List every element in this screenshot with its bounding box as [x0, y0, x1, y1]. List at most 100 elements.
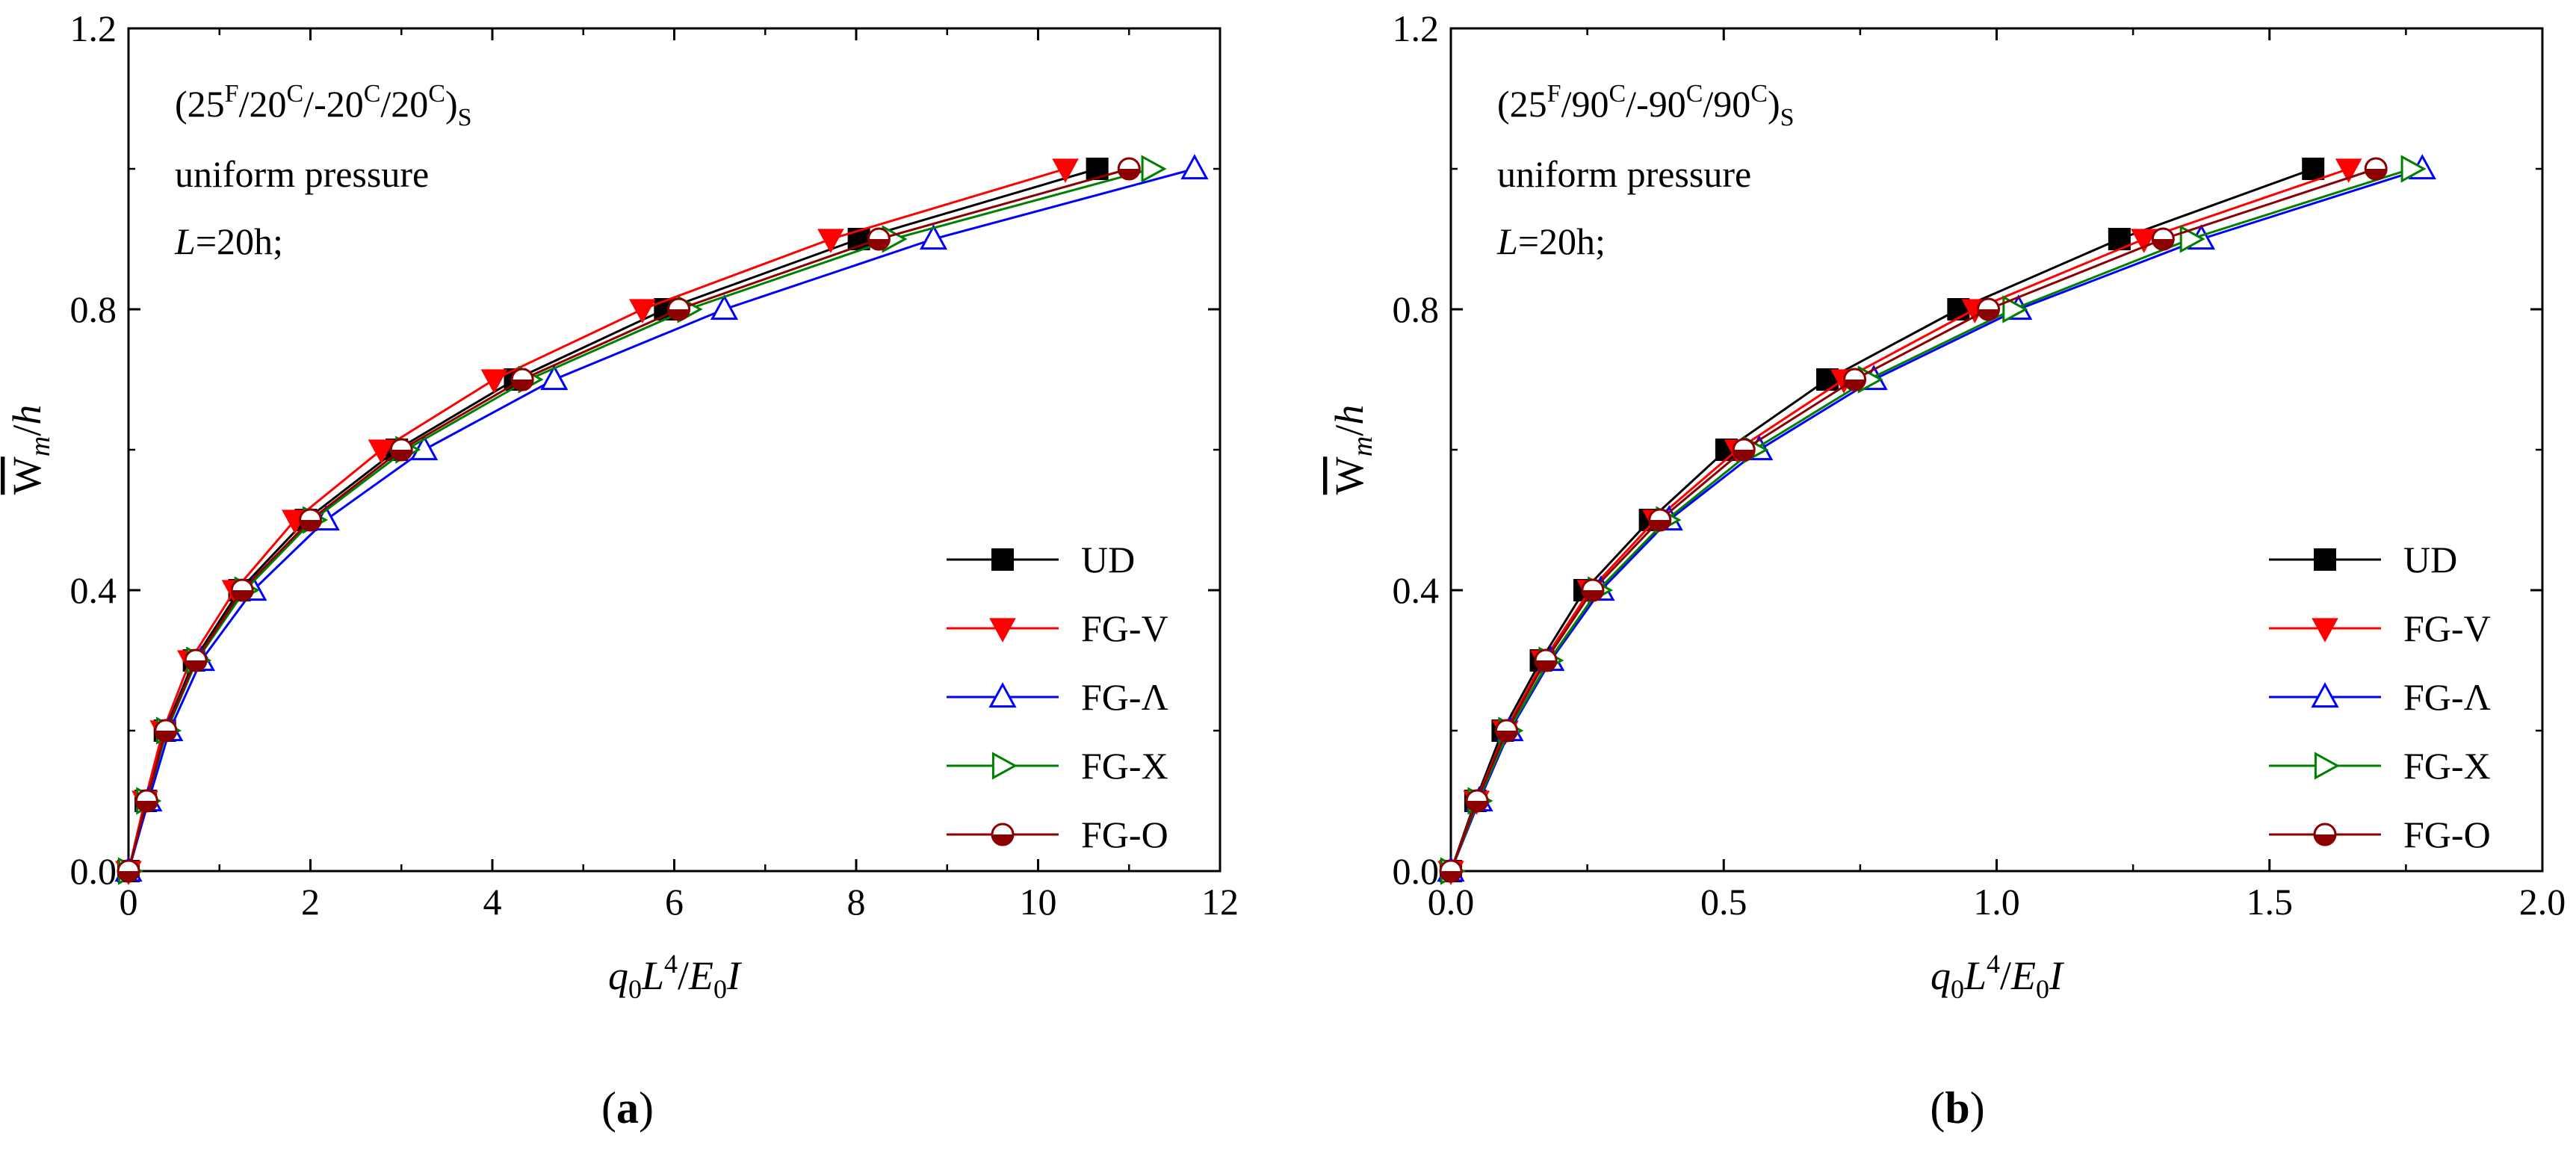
legend-marker-fill	[992, 834, 1013, 845]
y-title-h: h	[1327, 405, 1372, 425]
x-title-L: L	[1963, 953, 1987, 998]
series-line-FG-V	[127, 167, 1066, 872]
data-point-FG-V	[1052, 158, 1079, 183]
data-point-FG-O-fill	[1118, 169, 1140, 180]
series-FG-O	[117, 157, 1141, 883]
data-point-FG-Λ	[919, 224, 948, 250]
y-title-sub-m: m	[25, 436, 56, 456]
series-FG-V	[115, 158, 1079, 885]
x-tick-label: 2	[301, 881, 320, 923]
y-title-W: W	[1327, 456, 1372, 495]
y-tick-label: 0.4	[70, 569, 117, 611]
legend-label: UD	[2403, 539, 2457, 580]
x-tick-label: 12	[1201, 881, 1239, 923]
x-tick-label: 0	[120, 881, 138, 923]
legend-marker	[989, 618, 1016, 642]
legend-item-UD: UD	[947, 539, 1135, 580]
y-tick-label: 0.0	[1393, 850, 1440, 892]
y-tick-label: 0.0	[70, 850, 117, 892]
y-title-sub-m: m	[1347, 436, 1378, 456]
x-title-sub0b: 0	[713, 974, 727, 1004]
title-part2: /90	[1561, 83, 1609, 125]
data-point-FG-V	[817, 229, 844, 253]
x-title-I: I	[2049, 953, 2065, 998]
x-title-I: I	[726, 953, 743, 998]
data-point-FG-O-fill	[1582, 590, 1603, 601]
x-tick-label: 0.5	[1700, 881, 1747, 923]
legend-marker	[991, 752, 1018, 780]
annotation-length: L=20h;	[174, 220, 283, 262]
data-point-FG-O-fill	[300, 520, 321, 530]
data-point-FG-Λ	[410, 435, 439, 461]
series-FG-Λ	[114, 154, 1209, 882]
data-point-FG-V	[480, 369, 508, 394]
series-FG-V	[1437, 158, 2362, 885]
data-point-FG-V	[2335, 158, 2362, 183]
legend-label: FG-V	[2403, 607, 2491, 649]
annotation-length-L: L	[1496, 220, 1518, 262]
x-axis-title: q0L4/E0I	[608, 949, 743, 1004]
annotation-length-rest: =20h;	[1518, 220, 1606, 262]
legend-label: FG-X	[1081, 745, 1168, 787]
legend-item-FG-O: FG-O	[2269, 814, 2491, 855]
legend-item-FG-X: FG-X	[947, 745, 1168, 787]
data-point-FG-O-fill	[668, 309, 690, 320]
panel-label-close: )	[1970, 1083, 1985, 1133]
series-UD	[117, 158, 1109, 882]
title-sup2: C	[286, 80, 303, 108]
chart-title: (25F/90C/-90C/90C)S	[1497, 80, 1795, 131]
y-title-W: W	[4, 456, 49, 495]
legend-label: FG-X	[2403, 745, 2491, 787]
x-tick-label: 0.0	[1428, 881, 1475, 923]
chart-panel-a: 0 2 4 6 8 10 120.00.40.81.2q0L4/E0IWm/h(25F/20…	[4, 7, 1239, 1004]
series-FG-X	[1440, 155, 2427, 885]
data-point-FG-O-fill	[391, 450, 412, 461]
y-axis-title: Wm/h	[1327, 405, 1378, 495]
data-point-FG-X	[2400, 155, 2427, 183]
data-point-FG-V	[629, 299, 656, 323]
data-point-FG-X	[2179, 225, 2205, 253]
title-part4: /90	[1703, 83, 1750, 125]
x-title-E: E	[2010, 953, 2036, 998]
title-sup1: F	[225, 80, 239, 108]
x-tick-label: 10	[1020, 881, 1057, 923]
legend-item-FG-O: FG-O	[947, 814, 1168, 855]
title-part5: )	[445, 83, 458, 125]
legend-item-FG-Λ: FG-Λ	[2269, 676, 2491, 718]
legend-label: UD	[1081, 539, 1135, 580]
series-FG-O	[1439, 157, 2388, 883]
x-tick-label: 8	[847, 881, 866, 923]
data-point-FG-Λ	[710, 294, 739, 320]
panel-label-letter: a	[616, 1083, 639, 1133]
legend-marker	[2311, 682, 2339, 708]
legend-label: FG-O	[2403, 814, 2491, 855]
title-part3: /-90	[1626, 83, 1686, 125]
data-point-FG-O-fill	[1649, 520, 1671, 530]
title-sup3: C	[364, 80, 381, 108]
y-title-slash: /	[4, 425, 49, 436]
annotation-length-rest: =20h;	[196, 220, 283, 262]
x-tick-label: 4	[483, 881, 502, 923]
data-point-FG-O-fill	[2365, 169, 2387, 180]
x-title-sub0: 0	[628, 974, 642, 1004]
panel-label-b: (b)	[1930, 1083, 1984, 1133]
chart-title: (25F/20C/-20C/20C)S	[175, 80, 472, 131]
data-point-FG-O-fill	[118, 871, 139, 882]
legend-marker-fill	[2315, 834, 2335, 845]
series-FG-X	[117, 155, 1167, 885]
series-FG-Λ	[1437, 154, 2436, 882]
legend-item-FG-V: FG-V	[947, 607, 1168, 649]
annotation-load: uniform pressure	[1497, 153, 1751, 195]
panel-label-open: (	[601, 1083, 616, 1133]
legend-label: FG-O	[1081, 814, 1168, 855]
y-tick-label: 1.2	[70, 7, 117, 49]
legend-item-FG-V: FG-V	[2269, 607, 2491, 649]
data-point-FG-O-fill	[1467, 801, 1488, 812]
panel-label-letter: b	[1945, 1083, 1969, 1133]
title-part3: /-20	[303, 83, 364, 125]
data-point-FG-O-fill	[1535, 660, 1557, 672]
title-part1: (25	[175, 83, 225, 125]
title-part5: )	[1768, 83, 1780, 125]
data-point-FG-Λ	[1180, 154, 1209, 180]
